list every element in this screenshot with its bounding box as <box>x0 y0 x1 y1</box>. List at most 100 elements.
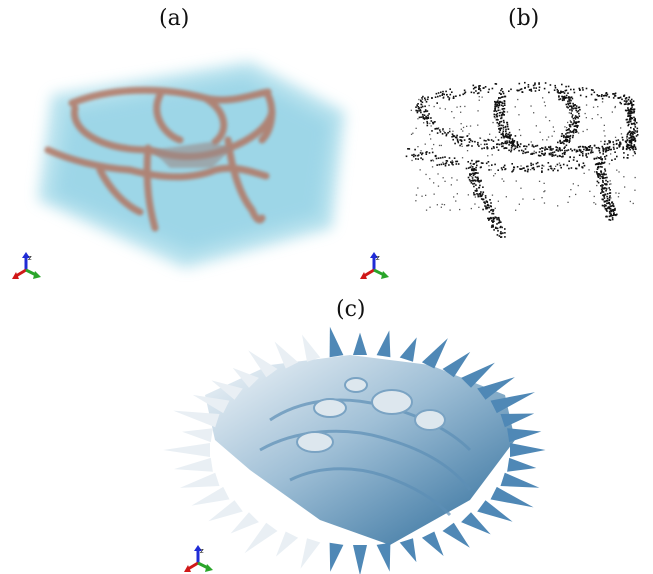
point-cloud-dot <box>541 171 543 173</box>
point-cloud-dot <box>441 93 444 95</box>
point-cloud-dot <box>422 116 424 119</box>
panel-c-surface-render <box>163 326 546 574</box>
surface-spike <box>173 410 220 428</box>
point-cloud-dot <box>568 96 570 98</box>
point-cloud-dot <box>483 143 486 146</box>
point-cloud-dot <box>606 215 608 218</box>
point-cloud-dot <box>453 135 455 138</box>
point-cloud-dot <box>561 83 563 86</box>
point-cloud-dot <box>606 200 609 202</box>
point-cloud-dot <box>478 96 480 98</box>
point-cloud-dot <box>601 101 604 103</box>
point-cloud-dot <box>468 166 471 169</box>
point-cloud-dot <box>516 142 519 145</box>
point-cloud-dot <box>498 114 501 117</box>
point-cloud-dot <box>600 185 602 187</box>
point-cloud-dot <box>608 187 610 189</box>
point-cloud-dot <box>606 180 609 183</box>
point-cloud-dot <box>619 142 621 144</box>
svg-text:z: z <box>376 254 380 262</box>
point-cloud-dot <box>585 87 588 90</box>
point-cloud-dot <box>461 145 463 147</box>
point-cloud-dot <box>565 94 568 97</box>
point-cloud-dot <box>589 145 592 147</box>
point-cloud-dot <box>616 213 618 216</box>
point-cloud-dot <box>533 146 535 148</box>
point-cloud-dot <box>629 108 632 110</box>
point-cloud-dot <box>605 179 607 182</box>
point-cloud-dot <box>427 116 430 118</box>
point-cloud-dot <box>565 103 568 106</box>
point-cloud-dot <box>618 97 621 99</box>
point-cloud-dot <box>550 149 553 151</box>
point-cloud-dot <box>608 146 611 148</box>
point-cloud-dot <box>606 146 609 149</box>
point-cloud-dot <box>506 123 509 126</box>
point-cloud-dot <box>601 189 603 192</box>
point-cloud-dot <box>552 126 554 128</box>
point-cloud-dot <box>456 134 458 137</box>
point-cloud-dot <box>538 86 541 89</box>
point-cloud-dot <box>474 176 477 178</box>
point-cloud-dot <box>614 92 617 95</box>
point-cloud-dot <box>445 90 447 93</box>
point-cloud-dot <box>606 183 608 186</box>
point-cloud-dot <box>440 163 443 166</box>
point-cloud-dot <box>541 164 544 167</box>
point-cloud-dot <box>626 137 628 139</box>
point-cloud-dot <box>486 143 488 145</box>
point-cloud-dot <box>523 167 525 169</box>
point-cloud-dot <box>563 92 566 94</box>
point-cloud-dot <box>636 131 638 133</box>
point-cloud-dot <box>627 109 629 112</box>
point-cloud-dot <box>618 171 620 173</box>
point-cloud-dot <box>577 132 580 134</box>
point-cloud-dot <box>483 139 486 142</box>
point-cloud-dot <box>592 151 594 154</box>
point-cloud-dot <box>614 105 616 108</box>
point-cloud-dot <box>507 128 510 130</box>
point-cloud-dot <box>530 162 532 165</box>
point-cloud-dot <box>424 109 427 111</box>
point-cloud-dot <box>633 138 636 140</box>
point-cloud-dot <box>541 150 543 152</box>
point-cloud-dot <box>573 128 576 131</box>
point-cloud-dot <box>474 173 476 175</box>
point-cloud-dot <box>477 176 479 179</box>
point-cloud-dot <box>502 110 505 112</box>
point-cloud-dot <box>576 116 578 118</box>
point-cloud-dot <box>503 180 505 182</box>
point-cloud-dot <box>497 101 500 104</box>
point-cloud-dot <box>480 198 483 200</box>
point-cloud-dot <box>490 216 492 219</box>
point-cloud-dot <box>410 109 412 111</box>
point-cloud-dot <box>430 138 432 140</box>
point-cloud-dot <box>621 136 624 139</box>
point-cloud-dot <box>596 184 598 187</box>
point-cloud-dot <box>487 155 489 157</box>
point-cloud-dot <box>484 202 486 205</box>
surface-spike <box>500 472 540 488</box>
point-cloud-dot <box>567 149 570 151</box>
point-cloud-dot <box>550 167 553 170</box>
point-cloud-dot <box>588 169 590 171</box>
surface-spike <box>477 500 513 522</box>
point-cloud-dot <box>596 94 599 96</box>
point-cloud-dot <box>496 121 499 124</box>
point-cloud-dot <box>475 169 477 171</box>
surface-spike <box>274 341 299 369</box>
point-cloud-dot <box>487 204 490 207</box>
point-cloud-dot <box>602 184 604 187</box>
point-cloud-dot <box>527 168 529 170</box>
point-cloud-dot <box>608 196 611 199</box>
point-cloud-dot <box>601 186 603 188</box>
point-cloud-dot <box>492 212 495 215</box>
point-cloud-dot <box>541 147 543 149</box>
point-cloud-dot <box>603 161 606 164</box>
point-cloud-dot <box>634 130 637 132</box>
point-cloud-dot <box>635 135 638 137</box>
point-cloud-dot <box>538 151 541 153</box>
point-cloud-dot <box>566 127 568 129</box>
point-cloud-dot <box>474 193 476 196</box>
point-cloud-dot <box>567 129 569 131</box>
